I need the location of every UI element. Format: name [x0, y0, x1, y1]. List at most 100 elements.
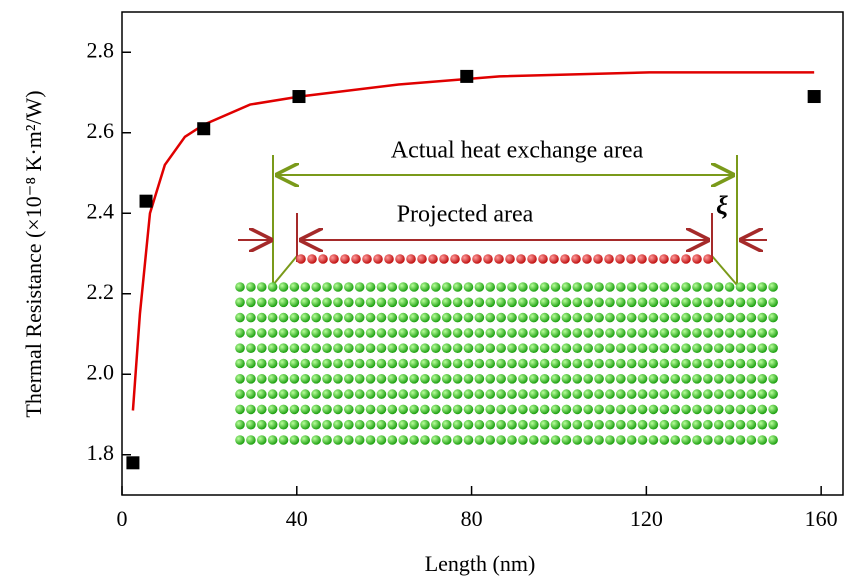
atom	[496, 419, 506, 430]
atom	[485, 312, 496, 323]
atom	[441, 389, 452, 399]
atom	[246, 343, 256, 354]
data-point	[292, 90, 306, 104]
atom	[344, 435, 354, 445]
atom	[485, 435, 496, 445]
atom	[648, 435, 659, 445]
atom	[735, 435, 746, 445]
y-tick-label: 2.0	[87, 359, 115, 384]
atom	[409, 419, 419, 430]
atom	[637, 358, 648, 369]
atom	[550, 312, 561, 323]
atom	[420, 312, 430, 323]
atom	[757, 282, 768, 292]
atom	[516, 254, 526, 264]
atom	[431, 374, 441, 384]
atom	[572, 312, 583, 323]
atom	[539, 435, 550, 445]
atom	[583, 404, 593, 415]
atom	[518, 374, 528, 384]
atom	[365, 312, 376, 323]
atom	[395, 254, 405, 264]
atom	[441, 343, 452, 354]
atom	[496, 358, 506, 369]
atom	[344, 374, 354, 384]
atom	[703, 297, 713, 308]
atom	[289, 358, 300, 369]
atom	[583, 358, 593, 369]
atom	[670, 358, 680, 369]
atom	[648, 282, 659, 292]
atom	[365, 328, 376, 338]
atom	[659, 374, 670, 384]
atom	[572, 389, 583, 399]
atom	[311, 282, 321, 292]
atom	[300, 358, 311, 369]
atom	[593, 254, 603, 264]
atom	[246, 358, 256, 369]
atom	[354, 435, 365, 445]
atom	[289, 312, 300, 323]
atom	[648, 404, 659, 415]
data-point	[126, 456, 140, 470]
atom	[485, 389, 496, 399]
atom	[235, 374, 245, 384]
atom	[616, 374, 626, 384]
inset-diagram: Actual heat exchange area Projected area…	[235, 138, 778, 445]
atom	[757, 328, 768, 338]
atom	[561, 389, 572, 399]
atom	[235, 389, 245, 399]
atom	[561, 312, 572, 323]
atom	[605, 389, 615, 399]
atom	[296, 254, 306, 264]
atom	[518, 297, 528, 308]
atom	[365, 374, 376, 384]
atom	[278, 358, 289, 369]
atom	[637, 328, 648, 338]
atom	[768, 389, 778, 399]
atom	[659, 419, 670, 430]
atom	[507, 312, 517, 323]
atom	[496, 312, 506, 323]
atom	[746, 358, 757, 369]
atom	[387, 328, 398, 338]
atom	[311, 343, 321, 354]
atom	[746, 374, 757, 384]
atom	[550, 297, 561, 308]
atom	[267, 374, 278, 384]
atom	[507, 419, 517, 430]
atom	[431, 328, 441, 338]
atom	[365, 389, 376, 399]
atom	[768, 328, 778, 338]
atom	[724, 435, 735, 445]
atom	[300, 419, 311, 430]
atom	[626, 312, 637, 323]
atom	[746, 328, 757, 338]
atom	[376, 374, 387, 384]
atom	[420, 404, 430, 415]
atom	[670, 389, 680, 399]
atom	[659, 389, 670, 399]
atom	[398, 389, 409, 399]
atom	[594, 312, 604, 323]
atom	[428, 254, 438, 264]
atom	[616, 404, 626, 415]
atom	[452, 328, 463, 338]
atom	[735, 358, 746, 369]
atom	[485, 374, 496, 384]
atom	[420, 297, 430, 308]
atom	[441, 282, 452, 292]
atom	[626, 389, 637, 399]
atom	[735, 282, 746, 292]
atom	[713, 358, 724, 369]
y-tick-label: 2.4	[87, 198, 115, 223]
atom	[289, 328, 300, 338]
atom	[768, 374, 778, 384]
atom	[692, 254, 702, 264]
atom	[539, 419, 550, 430]
bound-line	[711, 255, 738, 286]
atom	[322, 358, 332, 369]
atom	[616, 312, 626, 323]
atom	[659, 404, 670, 415]
atom	[724, 297, 735, 308]
